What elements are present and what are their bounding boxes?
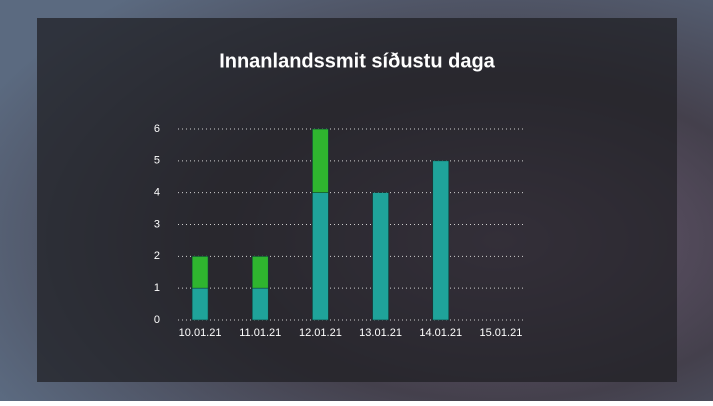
bar-segment: [432, 160, 450, 321]
bar-segment: [191, 256, 209, 289]
y-tick-label: 6: [154, 123, 160, 135]
bar-segment: [251, 287, 269, 321]
y-tick-label: 4: [154, 187, 160, 199]
x-tick-label: 13.01.21: [359, 327, 402, 339]
y-tick-label: 0: [154, 314, 160, 326]
y-tick-label: 1: [154, 282, 160, 294]
bar-segment: [251, 256, 269, 289]
y-tick-label: 2: [154, 250, 160, 262]
bar-segment: [191, 287, 209, 321]
x-tick-label: 15.01.21: [480, 327, 523, 339]
y-tick-label: 3: [154, 218, 160, 230]
chart-title: Innanlandssmit síðustu daga: [219, 50, 495, 72]
bar-segment: [372, 192, 389, 321]
panel: [37, 18, 677, 382]
x-tick-label: 10.01.21: [179, 327, 222, 339]
plot: 0 1 2 3 4 5 6 10.01.21 11.01.21 12.01.21 13.01.21 1…: [154, 123, 523, 339]
bar-segment: [312, 128, 329, 193]
y-tick-label: 5: [154, 155, 160, 167]
x-tick-label: 14.01.21: [419, 327, 462, 339]
x-tick-label: 12.01.21: [299, 327, 342, 339]
x-tick-label: 11.01.21: [239, 327, 281, 339]
bar-segment: [312, 192, 329, 321]
